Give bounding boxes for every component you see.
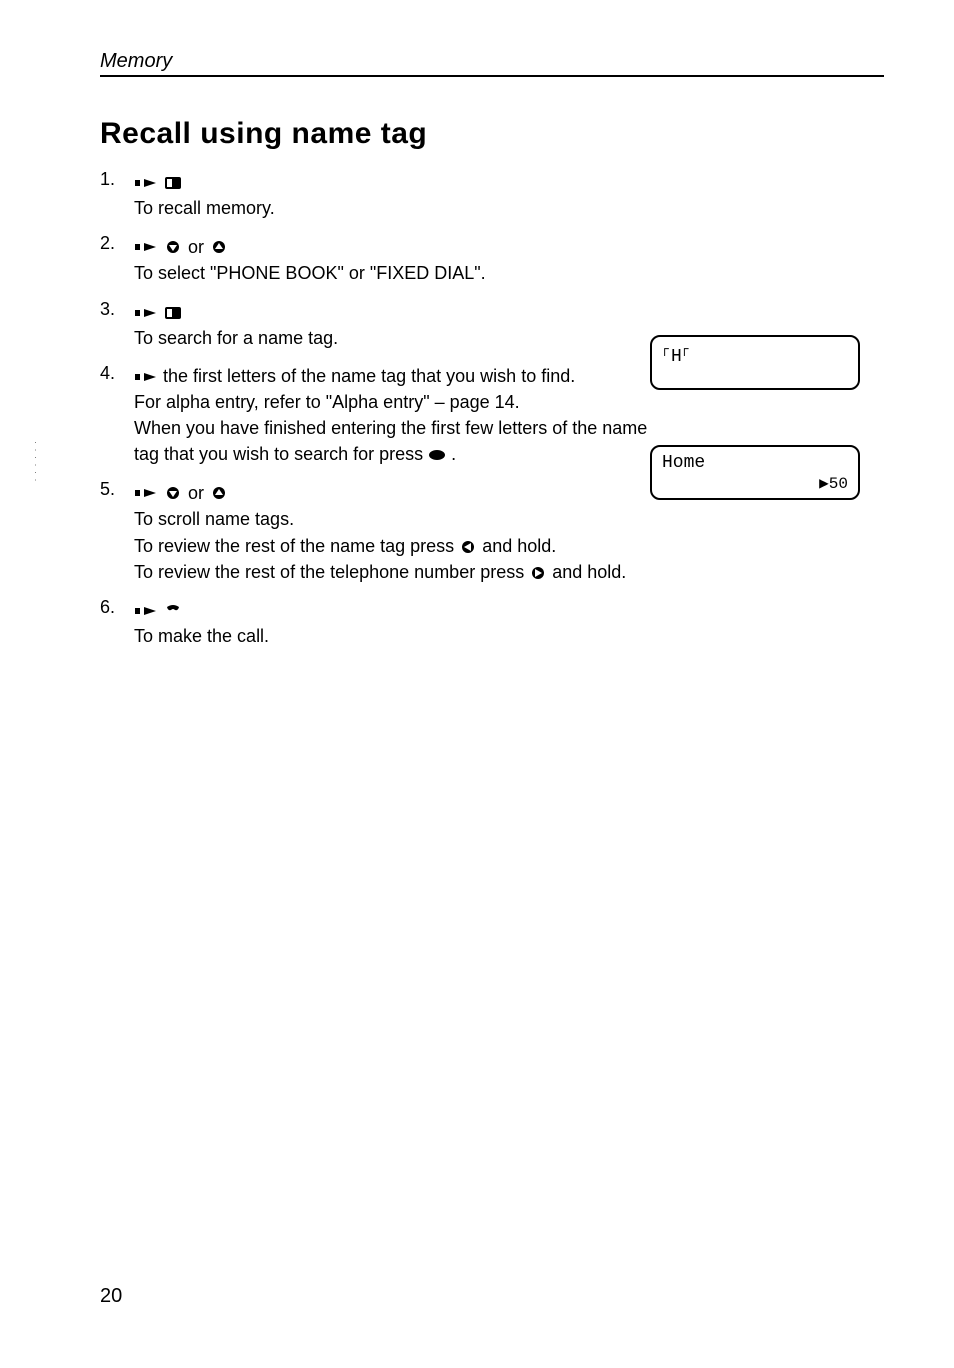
step-icons [134,304,182,322]
press-hand-icon [134,602,158,620]
step-number: 6. [100,597,134,618]
extra1-post: and hold. [482,536,556,556]
step-icons [134,174,182,192]
up-arrow-icon [210,240,228,254]
lcd-display-step4: ⸀H⸀ [650,335,860,390]
extra2-post: and hold. [552,562,626,582]
or-text: or [188,480,204,506]
step-number: 5. [100,479,134,500]
press-hand-icon [134,174,158,192]
step-body: To make the call. [134,597,884,649]
step-icons: or [134,234,228,260]
step-icons [134,602,182,620]
press-hand-icon [134,484,158,502]
extra2-pre: To review the rest of the telephone numb… [134,562,529,582]
section-label: Memory [100,50,884,77]
step-description: To scroll name tags. [134,506,834,532]
phonebook-button-icon [164,176,182,190]
ok-oval-button-icon [428,448,446,462]
step-desc-line-2: When you have finished entering the firs… [134,415,654,467]
step-description: To recall memory. [134,195,884,221]
down-arrow-icon [164,240,182,254]
step-desc-line-1: For alpha entry, refer to "Alpha entry" … [134,389,654,415]
step-number: 2. [100,233,134,254]
page-heading: Recall using name tag [100,117,884,151]
step-lead-text: the first letters of the name tag that y… [163,366,575,386]
lcd-line2: ▶50 [662,473,848,493]
lcd-line1: ⸀H⸀ [662,343,848,367]
down-arrow-icon [164,486,182,500]
step-number: 1. [100,169,134,190]
up-arrow-icon [210,486,228,500]
call-button-icon [164,604,182,618]
step-body: the first letters of the name tag that y… [134,363,654,467]
step-number: 3. [100,299,134,320]
page-number: 20 [100,1285,122,1308]
lcd-line1: Home [662,453,848,473]
step-lead-line: the first letters of the name tag that y… [134,366,575,386]
step-icons: or [134,480,228,506]
header-section: Memory [100,50,884,77]
step-6: 6. To make the call. [100,597,884,649]
step-extra-2: To review the rest of the telephone numb… [134,559,834,585]
right-arrow-icon [529,566,547,580]
step-number: 4. [100,363,134,384]
step-extra-1: To review the rest of the name tag press… [134,533,834,559]
step-desc-line-2-text: When you have finished entering the firs… [134,418,647,464]
step-body: or To select "PHONE BOOK" or "FIXED DIAL… [134,233,884,286]
or-text: or [188,234,204,260]
step-description: To select "PHONE BOOK" or "FIXED DIAL". [134,260,884,286]
step-description: To make the call. [134,623,884,649]
press-hand-icon [134,368,158,386]
steps-list: 1. To recall memory. 2. or To select "PH [100,169,884,649]
left-arrow-icon [459,540,477,554]
press-hand-icon [134,238,158,256]
step-1: 1. To recall memory. [100,169,884,221]
binding-marks: · · · · · · [30,440,41,482]
phonebook-button-icon [164,306,182,320]
page-container: Memory Recall using name tag ⸀H⸀ Home ▶5… [0,0,954,1368]
step-body: To recall memory. [134,169,884,221]
press-hand-icon [134,304,158,322]
lcd-display-step5: Home ▶50 [650,445,860,500]
step-2: 2. or To select "PHONE BOOK" or "FIXED D… [100,233,884,286]
extra1-pre: To review the rest of the name tag press [134,536,459,556]
